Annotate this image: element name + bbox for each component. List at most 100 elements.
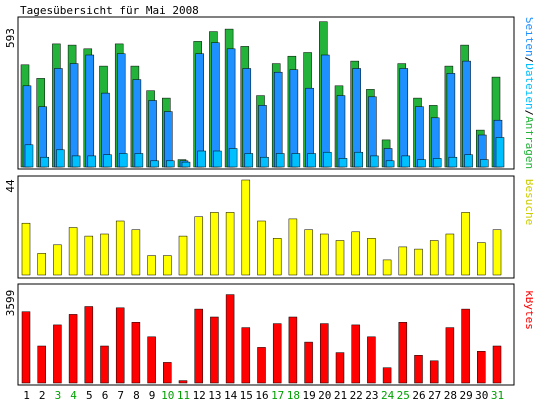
top-bars xyxy=(20,21,505,168)
x-axis-labels: 1 2 3 4 5 6 7 8 9 10 11 12 13 14 15 16 17 18 19 20 21 22 23 24 2… xyxy=(23,389,504,402)
x-tick-label: 21 xyxy=(334,389,347,402)
files-bar xyxy=(197,150,206,168)
x-tick-label: 10 xyxy=(161,389,174,402)
pages-bar xyxy=(321,54,330,168)
legend-files: Dateien xyxy=(523,63,533,109)
kbytes-bar xyxy=(210,316,219,384)
files-bar xyxy=(260,156,269,168)
visits-bar xyxy=(84,235,94,276)
x-tick-label: 13 xyxy=(208,389,221,402)
pages-bar xyxy=(69,63,79,168)
files-bar xyxy=(118,153,128,168)
kbytes-bar xyxy=(68,314,78,384)
files-bar xyxy=(417,159,426,168)
visits-bar xyxy=(131,229,141,276)
kbytes-bar xyxy=(429,360,439,384)
files-bar xyxy=(464,154,473,168)
files-bar xyxy=(181,161,191,168)
kbytes-bar xyxy=(194,308,203,384)
x-tick-label: 29 xyxy=(459,389,472,402)
x-tick-label: 31 xyxy=(491,389,504,402)
kbytes-bar xyxy=(461,308,470,384)
x-tick-label: 15 xyxy=(240,389,253,402)
middle-bars xyxy=(21,179,502,276)
visits-bar xyxy=(477,242,486,276)
visits-bar xyxy=(414,248,423,276)
pages-bar xyxy=(148,100,157,168)
kbytes-bar xyxy=(351,324,360,384)
pages-bar xyxy=(195,53,204,168)
x-tick-label: 26 xyxy=(412,389,425,402)
kbytes-bar xyxy=(288,316,298,384)
visits-bar xyxy=(194,216,203,276)
kbytes-bar xyxy=(398,322,408,384)
visits-bar xyxy=(288,218,298,276)
files-bar xyxy=(291,153,301,168)
x-tick-label: 5 xyxy=(86,389,93,402)
files-bar xyxy=(432,158,442,168)
visits-bar xyxy=(163,255,172,276)
files-bar xyxy=(307,153,316,168)
x-tick-label: 23 xyxy=(365,389,378,402)
visits-bar xyxy=(53,244,62,276)
pages-bar xyxy=(85,54,95,168)
bottom-ymax-label: 3599 xyxy=(4,290,17,317)
files-bar xyxy=(354,151,363,168)
files-bar xyxy=(338,158,348,168)
kbytes-bar xyxy=(257,347,266,384)
x-tick-label: 2 xyxy=(39,389,46,402)
kbytes-bar xyxy=(382,367,392,384)
x-tick-label: 3 xyxy=(55,389,62,402)
kbytes-bar xyxy=(320,323,329,384)
kbytes-bar xyxy=(84,306,94,384)
visits-bar xyxy=(492,229,502,276)
x-tick-label: 6 xyxy=(102,389,109,402)
kbytes-bar xyxy=(21,311,31,384)
visits-bar xyxy=(68,227,78,276)
pages-bar xyxy=(446,73,456,168)
kbytes-bar xyxy=(445,327,455,384)
x-tick-label: 22 xyxy=(350,389,363,402)
kbytes-bar xyxy=(147,336,156,384)
visits-bar xyxy=(429,240,439,276)
files-bar xyxy=(323,151,332,168)
visits-bar xyxy=(335,240,345,276)
pages-bar xyxy=(415,106,424,168)
visits-bar xyxy=(147,255,156,276)
middle-ymax-label: 44 xyxy=(4,179,17,193)
pages-bar xyxy=(242,68,252,168)
top-legend: Seiten/Dateien/Anfragen xyxy=(523,17,533,169)
x-tick-label: 19 xyxy=(302,389,315,402)
pages-bar xyxy=(211,42,220,168)
pages-bar xyxy=(273,71,283,168)
pages-bar xyxy=(462,60,471,168)
files-bar xyxy=(40,156,49,168)
visits-bar xyxy=(178,235,188,276)
kbytes-bar xyxy=(272,323,282,384)
pages-bar xyxy=(164,111,173,168)
files-bar xyxy=(87,155,97,168)
x-tick-label: 28 xyxy=(444,389,457,402)
top-panel-frame xyxy=(17,16,515,170)
kbytes-bar xyxy=(335,352,345,384)
kbytes-bar xyxy=(241,327,251,384)
visits-bar xyxy=(398,246,408,276)
x-tick-label: 14 xyxy=(224,389,238,402)
x-tick-label: 18 xyxy=(287,389,300,402)
visits-bar xyxy=(210,212,219,276)
bottom-bars xyxy=(21,294,502,384)
x-tick-label: 9 xyxy=(149,389,156,402)
files-bar xyxy=(134,153,144,168)
files-bar xyxy=(370,155,379,168)
legend-requests: Anfragen xyxy=(523,116,533,169)
visits-bar xyxy=(367,238,376,276)
kbytes-bar xyxy=(492,345,502,384)
visits-bar xyxy=(382,259,392,276)
kbytes-bar xyxy=(37,345,46,384)
x-tick-label: 4 xyxy=(70,389,77,402)
visits-bar xyxy=(445,233,455,276)
bottom-legend: kBytes xyxy=(523,290,533,330)
visits-bar xyxy=(272,238,282,276)
files-bar xyxy=(103,154,112,168)
